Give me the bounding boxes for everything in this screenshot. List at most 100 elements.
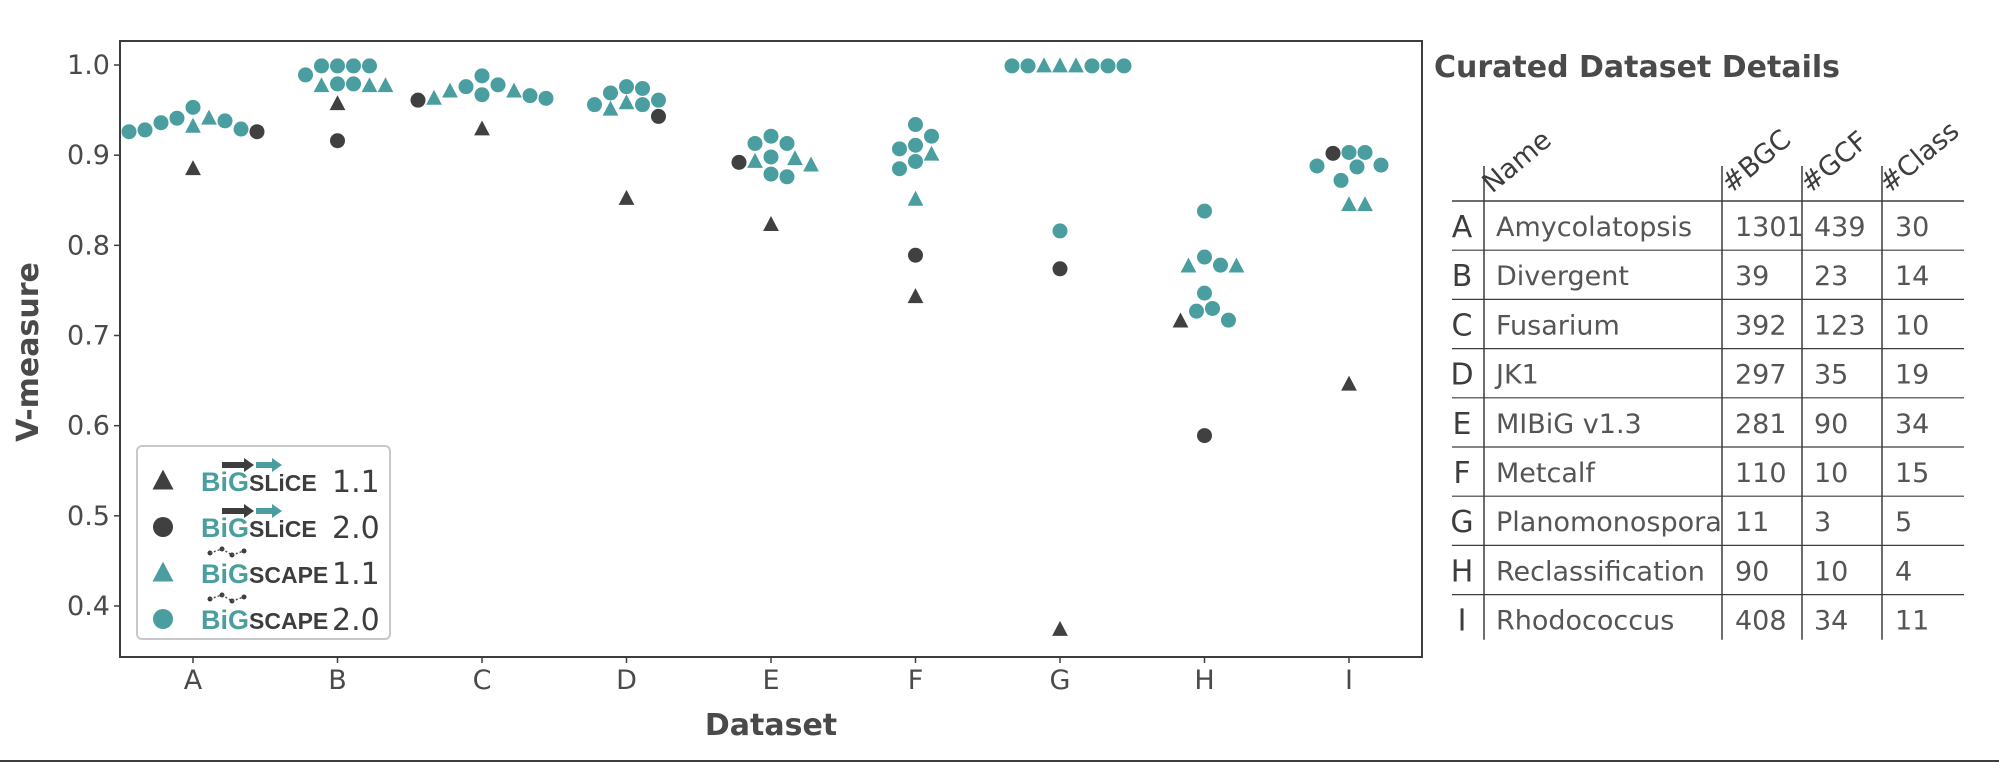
bigscape-v2-point [1100, 58, 1116, 74]
bigscape-v2-point [1052, 223, 1068, 239]
table-cell-bgc: 281 [1735, 409, 1787, 440]
bigscape-v2-point [1373, 157, 1389, 173]
table-cell-class: 30 [1895, 212, 1929, 243]
y-tick-label: 0.7 [67, 321, 110, 352]
legend-tool-suffix: SCAPE [249, 562, 328, 588]
legend-tool-suffix: SLiCE [249, 470, 317, 496]
bigscape-v2-point [924, 128, 939, 144]
legend-tool-name: BiGSCAPE [201, 559, 328, 589]
bigslice-v2-point [249, 124, 265, 140]
y-axis-label: V-measure [11, 262, 46, 442]
table-cell-name: Metcalf [1496, 458, 1596, 489]
bigscape-v1-point [313, 77, 330, 93]
table-cell-bgc: 39 [1735, 261, 1769, 292]
bigscape-v2-point [474, 87, 490, 103]
bigscape-v2-point [474, 68, 490, 84]
legend-frame [136, 445, 391, 640]
table-cell-name: JK1 [1494, 360, 1539, 391]
bigscape-v2-point [763, 149, 779, 165]
bigscape-v2-point [1004, 58, 1020, 74]
bigscape-v2-point [1309, 158, 1325, 174]
table-cell-name: Reclassification [1496, 556, 1705, 587]
bigscape-v2-point [490, 77, 506, 93]
table-header-cell: #GCF [1795, 126, 1875, 200]
bigslice-v2-point [651, 108, 666, 124]
bigscape-v2-point [1197, 249, 1212, 265]
bigscape-v1-point [1357, 196, 1373, 212]
table-cell-gcf: 123 [1814, 310, 1866, 341]
bigscape-v2-point [763, 166, 779, 182]
bigslice-v2-point [731, 154, 747, 170]
bigscape-v1-point [787, 150, 803, 166]
table-cell-bgc: 110 [1735, 458, 1787, 489]
bigscape-v2-point [538, 90, 554, 106]
y-tick-label: 0.8 [67, 230, 110, 261]
dataset-table: Curated Dataset Details Name #BGC#GCF #Cla… [0, 50, 1999, 762]
table-cell-gcf: 23 [1814, 261, 1848, 292]
table-row-letter: H [1451, 554, 1474, 589]
bigscape-v2-point [522, 88, 538, 104]
bigscape-v2-point [1084, 58, 1100, 74]
table-grid [0, 166, 1999, 762]
slice-logo-arrow-icon [222, 504, 254, 518]
bigscape-v1-point [803, 156, 819, 172]
table-header-cell: #Class [1874, 115, 1966, 199]
table-row-letter: B [1452, 259, 1473, 294]
bigscape-v2-point [908, 153, 923, 169]
table-row-letter: G [1450, 505, 1473, 540]
bigscape-v2-point [233, 121, 249, 137]
bigscape-v2-point [635, 97, 650, 113]
table-cell-name: Fusarium [1496, 310, 1620, 341]
bigscape-v1-point [201, 109, 217, 125]
table-cell-gcf: 10 [1814, 458, 1848, 489]
bigscape-v1-point [1228, 257, 1245, 273]
table-title: Curated Dataset Details [1434, 50, 1840, 85]
table-cell-class: 14 [1895, 261, 1929, 292]
bigscape-v1-point [602, 100, 619, 116]
legend-tool-prefix: BiG [201, 559, 249, 589]
table-cell-name: MIBiG v1.3 [1496, 409, 1642, 440]
bigscape-v2-point [892, 141, 907, 157]
table-header-cell: Name [1477, 124, 1558, 199]
legend-version: 2.0 [332, 511, 380, 546]
legend-tool-name: BiGSLiCE [201, 513, 317, 543]
bigscape-v2-point [1357, 144, 1373, 160]
bigscape-v2-point [1349, 159, 1365, 175]
bigscape-v2-point [314, 58, 329, 74]
bigscape-v1-point [377, 77, 394, 93]
table-cell-bgc: 90 [1735, 556, 1769, 587]
bigscape-v2-point [1197, 285, 1212, 301]
table-row-letter: E [1453, 407, 1472, 442]
bigscape-v1-point [1180, 257, 1197, 273]
bigscape-v2-point [346, 58, 361, 74]
legend-tool-prefix: BiG [201, 467, 249, 497]
bigscape-v2-point [747, 135, 763, 151]
x-tick-label: F [908, 665, 924, 696]
x-axis-ticks: A B C D E F G H I [184, 657, 1353, 696]
legend-version: 2.0 [332, 603, 380, 638]
table-cell-gcf: 439 [1814, 212, 1866, 243]
table-cell-class: 5 [1895, 507, 1912, 538]
x-tick-label: C [473, 665, 492, 696]
bigscape-v2-point [1020, 58, 1036, 74]
table-header-cell: #BGC [1716, 124, 1798, 199]
bigslice-v2-point [1197, 428, 1212, 444]
bigslice-v2-point [1052, 261, 1068, 277]
bigscape-v1-point [1341, 196, 1357, 212]
table-cell-gcf: 3 [1814, 507, 1831, 538]
bigscape-v2-point [587, 97, 602, 113]
bigslice-v1-point [1172, 312, 1189, 328]
bigslice-v1-point [1341, 375, 1357, 391]
y-axis-ticks: 0.4 0.5 0.6 0.7 0.8 0.9 1.0 [67, 50, 120, 622]
bigslice-v2-point [410, 92, 426, 108]
table-cell-bgc: 11 [1735, 507, 1769, 538]
x-tick-label: I [1345, 665, 1353, 696]
x-axis-label: Dataset [705, 708, 837, 743]
bigslice-v2-point [908, 247, 923, 263]
x-tick-label: A [184, 665, 203, 696]
y-tick-label: 0.5 [67, 501, 110, 532]
bigslice-v2-point [330, 133, 345, 149]
bigscape-v2-point [1333, 172, 1349, 188]
table-cell-class: 10 [1895, 310, 1929, 341]
